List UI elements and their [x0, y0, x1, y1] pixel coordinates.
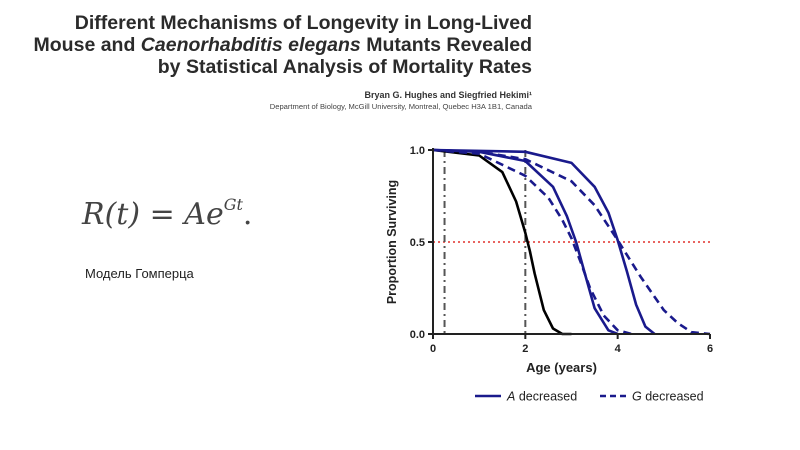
gompertz-formula: R(t) = AeGt.: [82, 195, 252, 232]
formula-base: e: [205, 197, 224, 232]
x-tick-label-2: 4: [615, 343, 622, 355]
series-line-2: [432, 148, 656, 336]
paper-header: Different Mechanisms of Longevity in Lon…: [12, 12, 532, 111]
series-line-4: [432, 148, 711, 336]
model-caption: Модель Гомперца: [85, 266, 194, 281]
y-tick-label-1: 0.5: [410, 237, 425, 249]
formula-exponent: Gt: [223, 195, 243, 214]
paper-affiliation: Department of Biology, McGill University…: [269, 102, 532, 111]
x-axis-label: Age (years): [526, 360, 597, 375]
legend-label-0: A decreased: [506, 390, 577, 404]
y-axis-label: Proportion Surviving: [385, 180, 399, 304]
title-line-2-part-b: Mutants Revealed: [360, 34, 532, 56]
legend-label-1: G decreased: [632, 390, 704, 404]
x-tick-label-0: 0: [430, 343, 436, 355]
title-line-1: Different Mechanisms of Longevity in Lon…: [74, 12, 532, 34]
paper-authors: Bryan G. Hughes and Siegfried Hekimi¹: [364, 90, 532, 100]
y-tick-label-0: 0.0: [410, 329, 425, 341]
title-line-2-part-a: Mouse and: [33, 34, 141, 56]
series-line-3: [432, 148, 632, 336]
title-line-2: Mouse and Caenorhabditis elegans Mutants…: [12, 34, 532, 56]
x-tick-label-3: 6: [707, 343, 713, 355]
survival-chart: 0.0 0.5 1.0 0 2 4 6 Age (years) Proportion Survi…: [385, 145, 713, 404]
paper-title: Different Mechanisms of Longevity in Lon…: [12, 12, 532, 78]
title-line-2-species: Caenorhabditis elegans: [140, 34, 361, 56]
title-line-3: by Statistical Analysis of Mortality Rat…: [157, 56, 532, 78]
formula-lhs: R(t) = A: [82, 197, 206, 232]
series-line-0: [432, 148, 572, 336]
formula-end: .: [242, 197, 253, 232]
x-tick-label-1: 2: [522, 343, 528, 355]
y-tick-label-2: 1.0: [410, 145, 425, 157]
